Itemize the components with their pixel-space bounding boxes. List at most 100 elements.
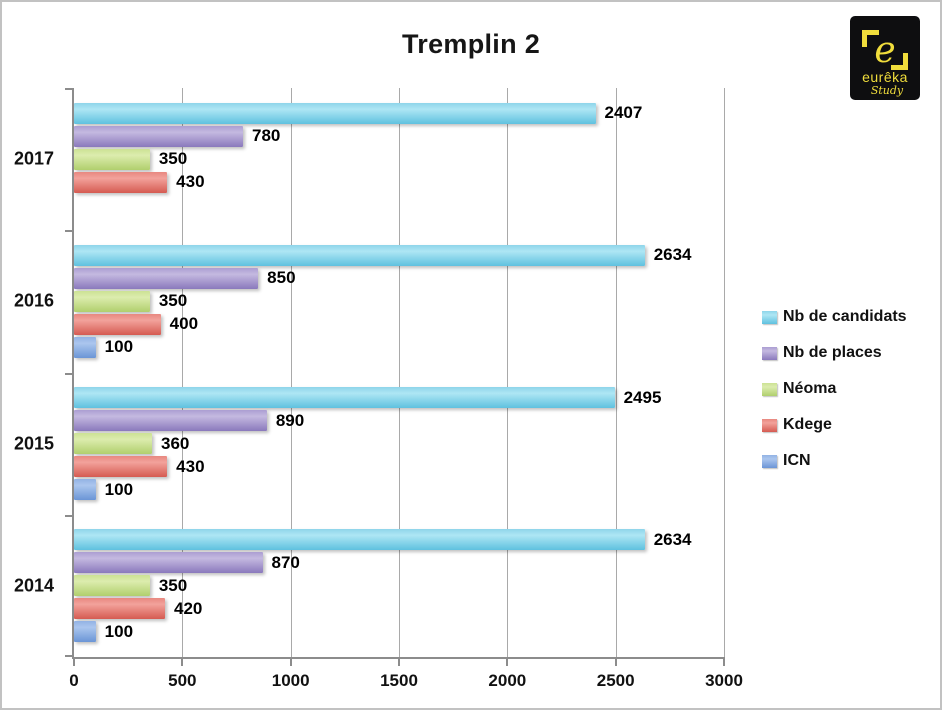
- category-label: 2016: [13, 290, 55, 311]
- category-label: 2017: [13, 148, 55, 169]
- x-tick-2500: [614, 659, 617, 666]
- x-tick-500: [181, 659, 184, 666]
- bar-value-label: 890: [275, 410, 305, 430]
- y-tick-0: [65, 88, 73, 90]
- bar-row: 350: [74, 148, 724, 171]
- bar-2017-Nb de candidats: [74, 102, 596, 124]
- x-axis-label-2000: 2000: [488, 671, 527, 690]
- logo-bracket-bottom-right-icon: [891, 53, 908, 70]
- bar-value-label: 360: [161, 433, 190, 453]
- bar-row: 2634: [74, 528, 724, 551]
- bar-2014-Néoma: [74, 575, 150, 597]
- logo-bracket-top-left-icon: [862, 30, 879, 47]
- bar-2017-Néoma: [74, 148, 150, 170]
- bar-value-label: 850: [267, 268, 296, 288]
- legend-label: Kdege: [783, 416, 832, 433]
- bar-row: 420: [74, 597, 724, 620]
- legend-label: Nb de places: [783, 344, 882, 361]
- legend-label: ICN: [783, 452, 811, 469]
- bar-row: 400: [74, 313, 724, 336]
- legend-marker-icon: [762, 382, 777, 396]
- bar-value-label: 2634: [653, 529, 692, 549]
- bar-value-label: 100: [104, 479, 134, 499]
- bar-value-label: 780: [252, 126, 281, 146]
- bar-row: 360: [74, 432, 724, 455]
- legend-item-Nb de places: Nb de places: [762, 344, 907, 361]
- bar-value-label: 430: [176, 172, 205, 192]
- bar-2015-Kdege: [74, 456, 168, 478]
- bar-group-2015: 2015 2495 890 360 430 100: [14, 373, 724, 515]
- bar-2016-ICN: [74, 336, 96, 358]
- bar-value-label: 350: [158, 149, 188, 169]
- legend-item-Nb de candidats: Nb de candidats: [762, 308, 907, 325]
- bar-row: 890: [74, 409, 724, 432]
- bar-2014-ICN: [74, 621, 96, 643]
- bar-group-2014: 2014 2634 870 350 420 100: [14, 515, 724, 657]
- gridline-500: [182, 88, 184, 657]
- bar-2014-Nb de candidats: [74, 529, 645, 551]
- y-tick-2: [65, 372, 73, 375]
- logo-background: [850, 16, 920, 100]
- bar-value-label: 870: [271, 552, 300, 572]
- x-tick-0: [73, 659, 75, 666]
- bar-value-label: 2407: [604, 103, 643, 123]
- bar-value-label: 350: [158, 291, 188, 311]
- legend-item-Kdege: Kdege: [762, 416, 907, 433]
- bar-value-label: 100: [104, 337, 134, 357]
- bar-row: 100: [74, 478, 724, 501]
- x-axis-label-0: 0: [69, 671, 79, 690]
- bar-value-label: 420: [174, 598, 203, 618]
- bar-row: 2407: [74, 102, 724, 125]
- x-axis-line: [72, 657, 725, 659]
- bar-value-label: 2634: [653, 245, 692, 265]
- bar-group-2017: 2017 2407 780 350 430: [14, 88, 724, 230]
- x-axis-label-1000: 1000: [271, 671, 310, 690]
- bar-value-label: 2495: [623, 387, 662, 407]
- gridline-2000: [507, 88, 509, 657]
- bar-2016-Nb de candidats: [74, 244, 645, 266]
- legend-label: Nb de candidats: [783, 308, 907, 325]
- y-tick-3: [65, 514, 73, 517]
- bar-value-label: 350: [158, 575, 188, 595]
- bar-2016-Kdege: [74, 313, 161, 335]
- legend-marker-icon: [762, 418, 777, 432]
- legend-marker-icon: [762, 310, 777, 324]
- bar-row: 2495: [74, 386, 724, 409]
- chart-title: Tremplin 2: [401, 29, 541, 59]
- bar-row: 430: [74, 455, 724, 478]
- bar-2015-Nb de places: [74, 410, 267, 432]
- bar-row: [74, 194, 724, 217]
- chart-legend: Nb de candidats Nb de places Néoma Kdege ICN: [762, 308, 907, 489]
- legend-item-ICN: ICN: [762, 452, 907, 469]
- bar-2015-ICN: [74, 479, 96, 501]
- x-axis-label-3000: 3000: [705, 671, 743, 690]
- x-tick-1000: [289, 659, 292, 666]
- gridline-1000: [290, 88, 292, 657]
- y-tick-4: [65, 655, 73, 657]
- bar-group-2016: 2016 2634 850 350 400 100: [14, 230, 724, 372]
- bar-2017-Nb de places: [74, 125, 243, 147]
- bar-value-label: 100: [104, 621, 134, 641]
- y-tick-1: [65, 230, 73, 233]
- bar-2014-Kdege: [74, 598, 165, 620]
- logo-sub-text: Study: [871, 84, 904, 97]
- bar-value-label: 430: [176, 456, 205, 476]
- bar-row: 350: [74, 290, 724, 313]
- bar-row: 430: [74, 171, 724, 194]
- legend-marker-icon: [762, 346, 777, 360]
- bar-row: 870: [74, 551, 724, 574]
- x-tick-3000: [723, 659, 725, 666]
- y-axis-line: [72, 88, 74, 657]
- x-axis-label-1500: 1500: [380, 671, 418, 690]
- eureka-study-logo: e eurêka Study: [850, 16, 920, 100]
- logo-letter: e: [874, 30, 895, 71]
- legend-item-Néoma: Néoma: [762, 380, 907, 397]
- bar-2015-Néoma: [74, 433, 152, 455]
- bar-2016-Nb de places: [74, 267, 259, 289]
- gridline-3000: [724, 88, 725, 657]
- x-tick-2000: [506, 659, 509, 666]
- gridline-2500: [615, 88, 617, 657]
- legend-marker-icon: [762, 454, 777, 468]
- bar-row: 100: [74, 336, 724, 359]
